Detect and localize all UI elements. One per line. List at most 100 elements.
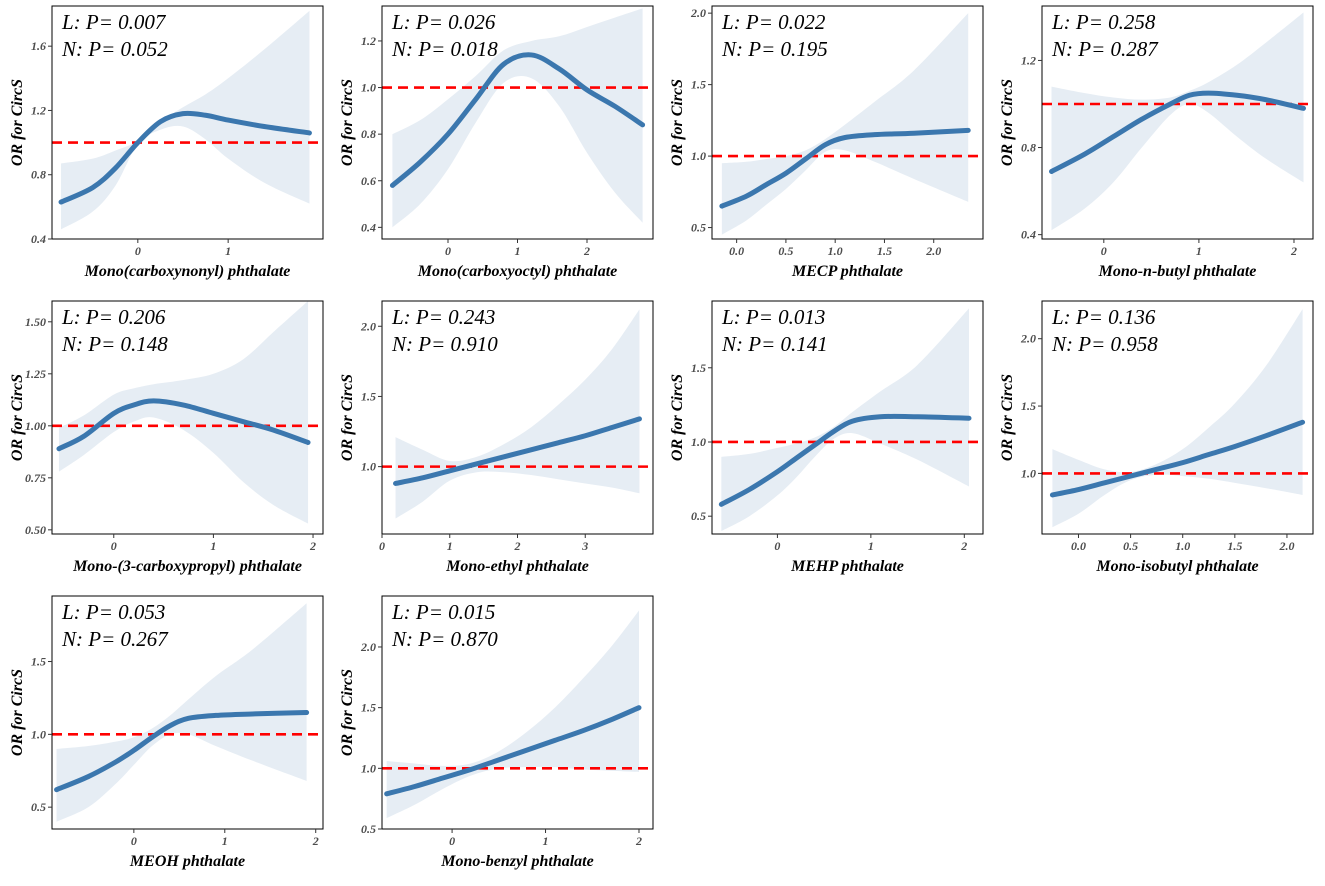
linear-p-value: L: P= 0.053 xyxy=(61,600,165,624)
x-tick-label: 2 xyxy=(309,539,316,553)
y-tick-label: 0.5 xyxy=(691,221,706,235)
y-axis-label: OR for CircS xyxy=(999,374,1016,461)
x-tick-label: 1.0 xyxy=(828,244,843,258)
confidence-band xyxy=(386,610,639,819)
y-tick-label: 1.00 xyxy=(25,419,46,433)
x-axis-label: Mono(carboxynonyl) phthalate xyxy=(84,263,291,280)
y-tick-label: 1.0 xyxy=(691,435,706,449)
plot-area xyxy=(52,10,323,230)
nonlinear-p-value: N: P= 0.052 xyxy=(61,37,168,61)
x-tick-label: 0 xyxy=(111,539,117,553)
confidence-band xyxy=(721,13,969,235)
x-axis-label: Mono-(3-carboxypropyl) phthalate xyxy=(72,558,302,575)
y-axis-label: OR for CircS xyxy=(339,374,356,461)
chart-panel-5: 0 1 2 0.50 0.75 1.00 1.25 1.50 Mono-(3-carboxypr… xyxy=(9,300,324,575)
chart-panel-1: 0 1 0.4 0.8 1.2 1.6 Mono(carboxynonyl) phthala… xyxy=(9,5,324,280)
chart-panel-6: 0 1 2 3 1.0 1.5 2.0 Mono-ethyl phthalate OR for … xyxy=(339,300,654,575)
y-tick-label: 2.0 xyxy=(360,319,376,333)
x-axis-label: Mono(carboxyoctyl) phthalate xyxy=(417,263,618,280)
x-tick-label: 2 xyxy=(514,539,521,553)
x-tick-label: 1.5 xyxy=(877,244,892,258)
y-tick-label: 1.2 xyxy=(31,103,46,117)
nonlinear-p-value: N: P= 0.018 xyxy=(391,37,498,61)
plot-area xyxy=(382,610,653,819)
nonlinear-p-value: N: P= 0.195 xyxy=(721,37,828,61)
y-axis-label: OR for CircS xyxy=(9,669,26,756)
plot-area xyxy=(382,8,653,228)
plot-frame xyxy=(381,595,654,830)
y-tick-label: 0.5 xyxy=(31,800,46,814)
x-tick-label: 0 xyxy=(379,539,385,553)
plot-frame xyxy=(711,300,984,535)
y-tick-label: 1.0 xyxy=(1021,466,1036,480)
nonlinear-p-value: N: P= 0.910 xyxy=(391,332,498,356)
confidence-band xyxy=(61,10,310,230)
x-tick-label: 1 xyxy=(225,244,231,258)
x-tick-label: 0.5 xyxy=(778,244,793,258)
nonlinear-p-value: N: P= 0.287 xyxy=(1051,37,1159,61)
or-curve xyxy=(1049,419,1306,498)
plot-frame xyxy=(711,5,984,240)
x-tick-label: 1 xyxy=(515,244,521,258)
y-tick-label: 1.0 xyxy=(691,149,706,163)
plot-area xyxy=(1042,309,1313,528)
linear-p-value: L: P= 0.026 xyxy=(391,10,496,34)
or-curve xyxy=(384,705,642,797)
y-tick-label: 1.5 xyxy=(31,655,46,669)
x-tick-label: 1 xyxy=(210,539,216,553)
nonlinear-p-value: N: P= 0.267 xyxy=(61,627,169,651)
y-axis-label: OR for CircS xyxy=(999,79,1016,166)
x-tick-label: 1 xyxy=(1196,244,1202,258)
plot-area xyxy=(1042,12,1313,231)
plot-frame xyxy=(1041,5,1314,240)
linear-p-value: L: P= 0.243 xyxy=(391,305,495,329)
y-tick-label: 1.50 xyxy=(25,315,46,329)
chart-panel-4: 0 1 2 0.4 0.8 1.2 Mono-n-butyl phthalate OR for… xyxy=(999,5,1314,280)
y-tick-label: 1.5 xyxy=(361,389,376,403)
chart-panel-10: 0 1 2 0.5 1.0 1.5 2.0 Mono-benzyl phthalate OR f… xyxy=(339,595,654,870)
y-tick-label: 1.5 xyxy=(361,701,376,715)
linear-p-value: L: P= 0.258 xyxy=(1051,10,1156,34)
linear-p-value: L: P= 0.013 xyxy=(721,305,825,329)
x-tick-label: 0 xyxy=(445,244,451,258)
plot-frame xyxy=(51,300,324,535)
plot-area xyxy=(382,309,653,519)
linear-p-value: L: P= 0.015 xyxy=(391,600,495,624)
x-axis-label: MECP phthalate xyxy=(791,263,903,280)
x-tick-label: 2 xyxy=(1290,244,1297,258)
x-tick-label: 1 xyxy=(447,539,453,553)
x-tick-label: 0.0 xyxy=(729,244,744,258)
plot-area xyxy=(52,301,323,524)
linear-p-value: L: P= 0.206 xyxy=(61,305,166,329)
x-tick-label: 1.0 xyxy=(1175,539,1190,553)
linear-p-value: L: P= 0.022 xyxy=(721,10,826,34)
x-tick-label: 2 xyxy=(583,244,590,258)
y-tick-label: 0.4 xyxy=(1021,228,1036,242)
plot-area xyxy=(52,603,323,822)
chart-panel-2: 0 1 2 0.4 0.6 0.8 1.0 1.2 Mono(carboxyoctyl) pht… xyxy=(339,5,654,280)
y-axis-label: OR for CircS xyxy=(669,374,686,461)
y-axis-label: OR for CircS xyxy=(9,79,26,166)
x-tick-label: 2 xyxy=(312,834,319,848)
x-tick-label: 1 xyxy=(543,834,549,848)
y-tick-label: 1.2 xyxy=(1021,53,1036,67)
x-tick-label: 2.0 xyxy=(1278,539,1294,553)
linear-p-value: L: P= 0.136 xyxy=(1051,305,1156,329)
chart-panel-3: 0.0 0.5 1.0 1.5 2.0 0.5 1.0 1.5 2.0 MECP phthalat… xyxy=(669,5,984,280)
x-tick-label: 0 xyxy=(774,539,780,553)
confidence-band xyxy=(58,301,309,524)
x-tick-label: 1 xyxy=(868,539,874,553)
plot-area xyxy=(712,13,983,235)
chart-panel-8: 0.0 0.5 1.0 1.5 2.0 1.0 1.5 2.0 Mono-isobutyl ph… xyxy=(999,300,1314,575)
x-tick-label: 0.5 xyxy=(1123,539,1138,553)
or-curve xyxy=(58,110,312,205)
x-tick-label: 0.0 xyxy=(1071,539,1086,553)
x-axis-label: Mono-benzyl phthalate xyxy=(440,853,593,870)
x-axis-label: Mono-n-butyl phthalate xyxy=(1098,263,1257,280)
x-tick-label: 2 xyxy=(960,539,967,553)
nonlinear-p-value: N: P= 0.148 xyxy=(61,332,168,356)
y-tick-label: 0.75 xyxy=(25,471,46,485)
y-tick-label: 1.6 xyxy=(31,39,46,53)
y-tick-label: 1.0 xyxy=(361,81,376,95)
